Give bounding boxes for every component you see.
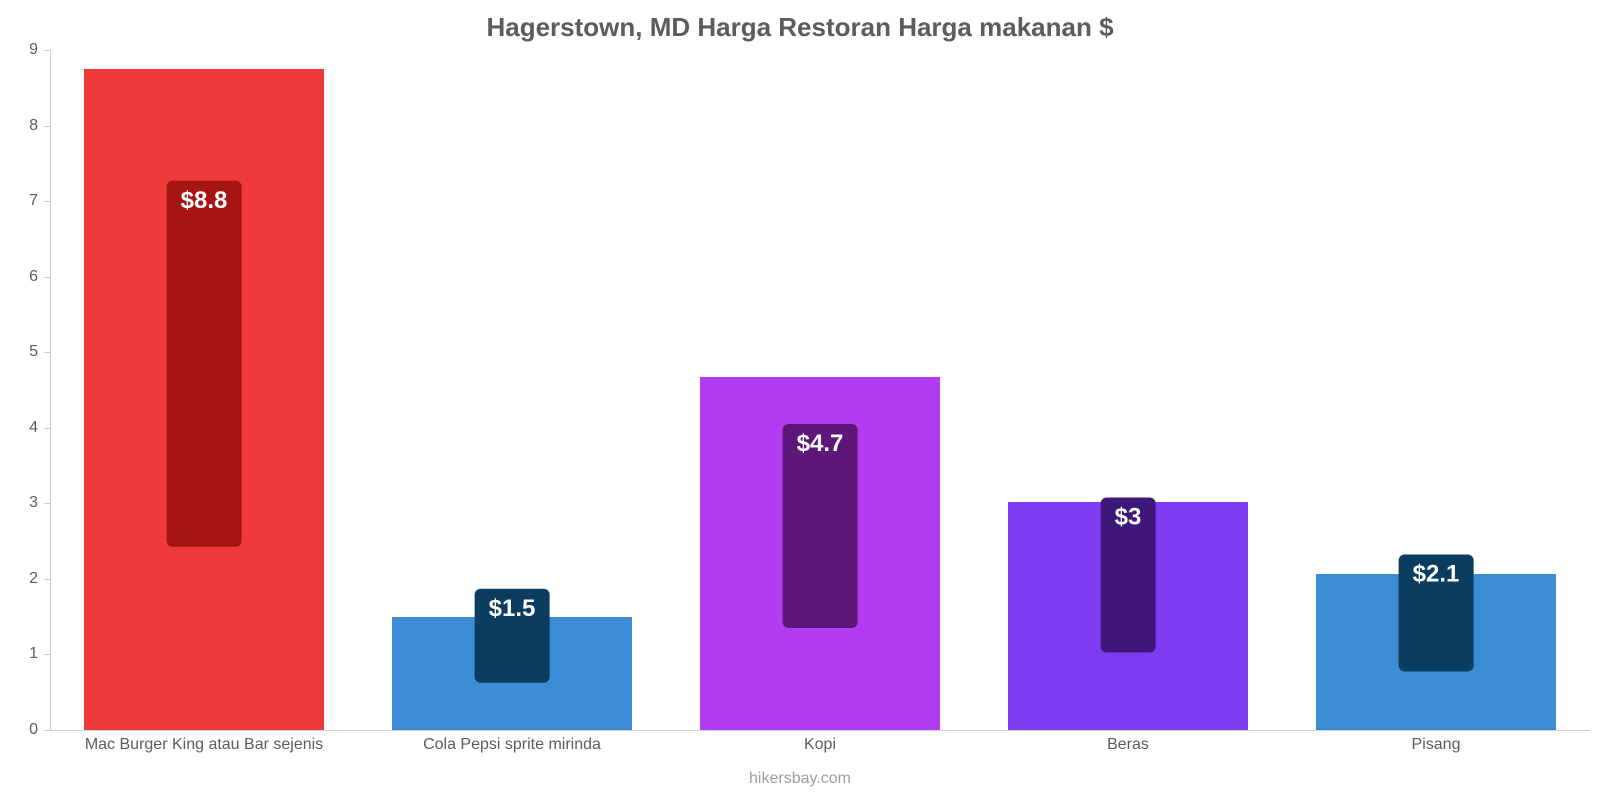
y-tick-label: 2 [0, 570, 38, 588]
bar-category-label: Pisang [1412, 730, 1461, 754]
y-tick-mark [44, 50, 50, 51]
chart-footer: hikersbay.com [0, 770, 1600, 788]
y-tick-mark [44, 277, 50, 278]
y-tick-mark [44, 201, 50, 202]
bar-category-label: Beras [1107, 730, 1149, 754]
y-tick-mark [44, 503, 50, 504]
y-tick-mark [44, 352, 50, 353]
y-tick-mark [44, 654, 50, 655]
x-axis [50, 730, 1590, 731]
bar-value-badge: $4.7 [783, 424, 858, 628]
y-tick-label: 7 [0, 192, 38, 210]
y-tick-label: 5 [0, 343, 38, 361]
y-tick-mark [44, 428, 50, 429]
y-tick-label: 1 [0, 645, 38, 663]
bar-category-label: Mac Burger King atau Bar sejenis [85, 730, 323, 754]
y-tick-mark [44, 579, 50, 580]
y-tick-label: 9 [0, 41, 38, 59]
bar-value-badge: $1.5 [475, 588, 550, 682]
bar-value-badge: $2.1 [1399, 554, 1474, 671]
chart-container: Hagerstown, MD Harga Restoran Harga maka… [0, 0, 1600, 800]
y-tick-mark [44, 730, 50, 731]
bar-value-badge: $3 [1101, 498, 1156, 653]
y-tick-label: 6 [0, 268, 38, 286]
y-tick-label: 8 [0, 117, 38, 135]
y-tick-mark [44, 126, 50, 127]
bar-category-label: Cola Pepsi sprite mirinda [423, 730, 601, 754]
bar-value-badge: $8.8 [167, 180, 242, 546]
y-tick-label: 0 [0, 721, 38, 739]
y-axis [50, 50, 51, 730]
y-tick-label: 4 [0, 419, 38, 437]
bar-category-label: Kopi [804, 730, 836, 754]
chart-title: Hagerstown, MD Harga Restoran Harga maka… [0, 0, 1600, 43]
plot-area: Mac Burger King atau Bar sejenis$8.8Cola… [50, 50, 1590, 730]
y-tick-label: 3 [0, 494, 38, 512]
